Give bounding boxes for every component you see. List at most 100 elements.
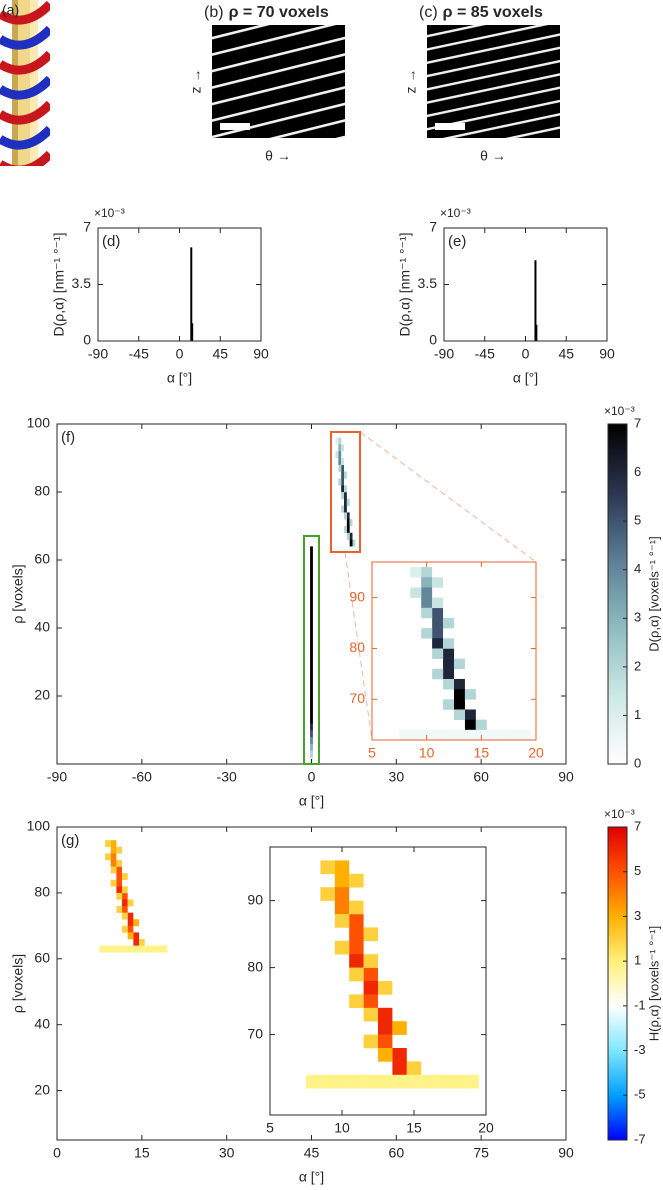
colorbar-tick-label: 3 [634,610,641,625]
heatmap-cell [341,485,345,493]
heatmap-cell [310,594,313,602]
scale-bar [220,123,250,130]
heatmap-cell [335,437,339,445]
heatmap-cell [421,567,433,578]
heatmap-cell [116,879,123,887]
heatmap-cell [378,1021,393,1035]
heatmap-cell [310,580,313,588]
heatmap-cell [443,648,454,659]
heatmap-cell [421,628,433,639]
x-tick-label: 45 [212,346,228,362]
heatmap-cell [352,539,356,547]
x-tick-label: 0 [308,769,316,785]
x-tick-label: 60 [389,1145,405,1161]
heatmap-cell [127,932,134,940]
x-tick-label: -90 [88,346,108,362]
heatmap-cell [443,699,454,710]
heatmap-cell [464,709,476,720]
colorbar-tick-label: 3 [634,908,641,923]
y-tick-label: 60 [34,551,50,567]
heatmap-cell [312,750,323,760]
x-tick-label: 20 [478,1120,494,1136]
heatmap-cell [410,567,422,578]
x-tick-label: 15 [406,1120,422,1136]
heatmap-cell [349,914,364,928]
heatmap-cell [454,658,465,670]
y-tick-label: 3.5 [418,275,438,291]
y-tick-label: 80 [247,958,263,974]
heatmap-cell [363,994,378,1009]
y-tick-label: 70 [247,1025,263,1041]
heatmap-cell [363,954,378,968]
heatmap-cell [346,546,350,554]
heatmap-cell [310,750,313,758]
heatmap-cell [378,1074,393,1089]
x-tick-label: 45 [304,1145,320,1161]
heatmap-cell [116,906,123,913]
colorbar-tick-label: 7 [634,818,641,833]
x-tick-label: 30 [219,1145,235,1161]
x-tick-label: -45 [475,346,495,362]
image-y-label: z → [403,69,419,94]
y-tick-label: 40 [34,1015,50,1031]
heatmap-cell [122,873,128,881]
heatmap-cell [139,945,145,953]
heatmap-cell [346,532,350,540]
heatmap-cell [122,892,128,900]
y-tick-label: 90 [349,588,365,604]
heatmap-cell [421,577,433,588]
heatmap-cell [127,945,134,953]
y-tick-label: 3.5 [72,275,92,291]
heatmap-cell [349,873,364,888]
panel-label: (e) [448,233,466,250]
y-tick-label: 60 [34,949,50,965]
axes-frame [97,227,262,342]
heatmap-cell [320,860,335,875]
x-tick-label: 30 [389,769,405,785]
colorbar-tick-label: 4 [634,561,641,576]
plot-area [99,840,168,953]
heatmap-cell [341,478,345,486]
heatmap-cell [432,577,444,588]
heatmap-cell [312,811,323,821]
heatmap-cell [346,512,350,520]
heatmap-cell [341,505,345,513]
heatmap-cell [392,1074,407,1089]
heatmap-cell [497,729,509,740]
panel-title: ρ = 85 voxels [443,4,543,21]
plot-area [306,860,479,1089]
heatmap-cell [334,940,350,955]
colorbar-exponent: ×10⁻³ [604,404,635,418]
colorbar-tick-label: 2 [634,658,641,673]
heatmap-cell [310,668,313,676]
heatmap-cell [310,675,313,683]
bar [534,260,537,341]
heatmap-cell [344,512,347,520]
heatmap-cell [360,546,364,554]
heatmap-cell [122,899,128,907]
bar [190,247,193,341]
panel-label: (g) [61,832,79,849]
heatmap-cell [310,546,313,554]
heatmap-cell [338,464,342,472]
heatmap-cell [310,621,313,629]
heatmap-cell [310,736,313,744]
heatmap-cell [346,526,350,534]
x-tick-label: 60 [473,769,489,785]
heatmap-cell [432,668,444,680]
x-tick-label: -90 [434,346,454,362]
heatmap-cell [332,546,336,554]
heatmap-cell [363,1034,378,1049]
heatmap-cell [310,648,313,656]
heatmap-cell [110,859,117,867]
heatmap-cell [310,743,313,751]
heatmap-cell [363,546,367,554]
heatmap-cell [338,478,342,486]
heatmap-cell [105,945,111,953]
heatmap-cell [150,945,156,953]
panel-heading: (c) ρ = 85 voxels [419,4,543,21]
heatmap-cell [310,600,313,608]
y-tick-label: 80 [34,884,50,900]
heatmap-cell [508,729,520,740]
